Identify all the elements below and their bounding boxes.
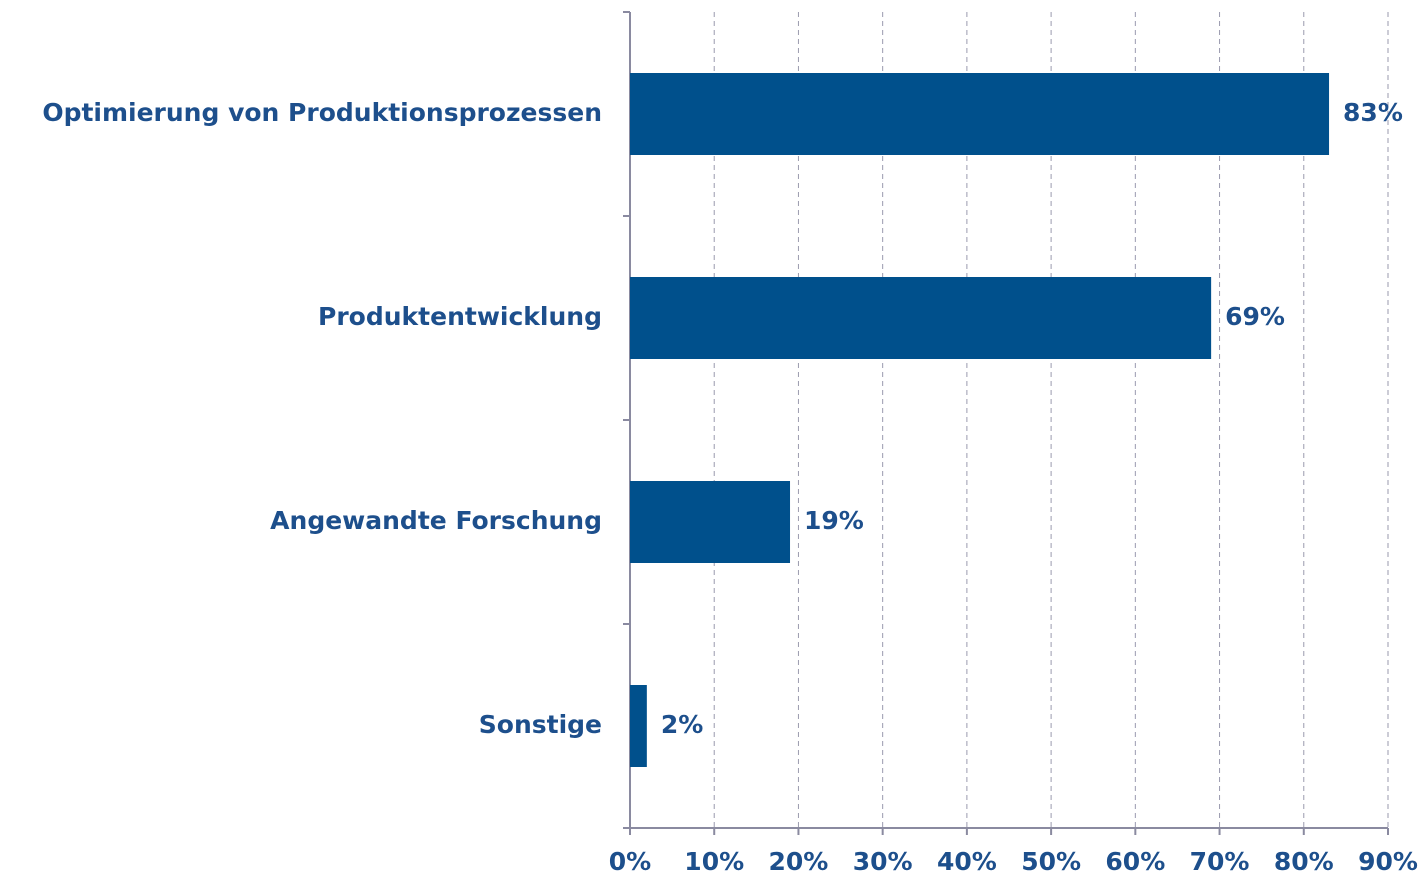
x-tick-label: 20% xyxy=(769,847,829,876)
value-label: 19% xyxy=(804,506,864,535)
x-tick-label: 40% xyxy=(937,847,997,876)
y-tick-label: Produktentwicklung xyxy=(318,302,602,331)
value-label: 83% xyxy=(1343,98,1403,127)
bar xyxy=(630,685,647,767)
x-tick-label: 90% xyxy=(1358,847,1418,876)
x-tick-label: 0% xyxy=(609,847,651,876)
y-tick-label: Angewandte Forschung xyxy=(270,506,602,535)
x-tick-label: 60% xyxy=(1105,847,1165,876)
value-label: 2% xyxy=(661,710,703,739)
y-tick-label: Sonstige xyxy=(479,710,602,739)
bar xyxy=(630,277,1212,359)
value-label: 69% xyxy=(1225,302,1285,331)
y-tick-label: Optimierung von Produktionsprozessen xyxy=(42,98,602,127)
x-tick-label: 50% xyxy=(1021,847,1081,876)
x-tick-label: 70% xyxy=(1190,847,1250,876)
bar xyxy=(630,73,1330,155)
x-tick-label: 10% xyxy=(684,847,744,876)
bar xyxy=(630,481,791,563)
x-tick-label: 30% xyxy=(853,847,913,876)
x-tick-label: 80% xyxy=(1274,847,1334,876)
